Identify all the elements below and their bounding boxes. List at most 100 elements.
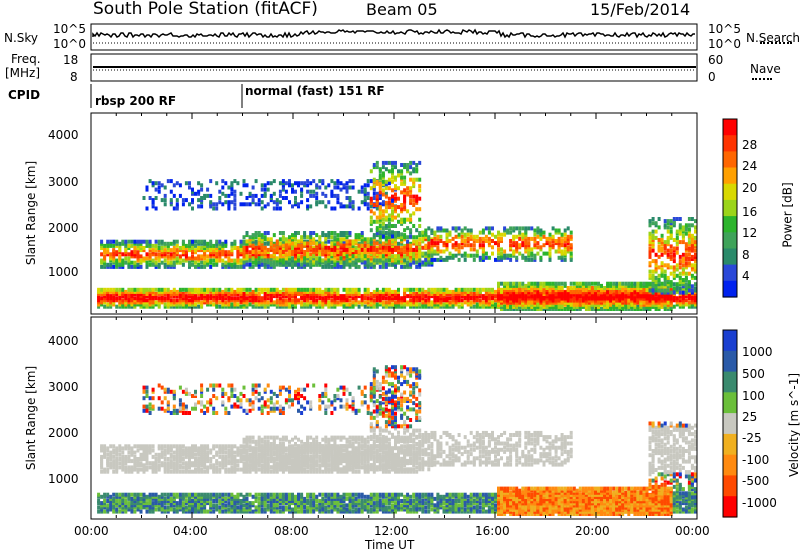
heatmap-cell bbox=[112, 492, 116, 497]
heatmap-cell bbox=[448, 251, 452, 256]
heatmap-cell bbox=[330, 191, 334, 196]
heatmap-cell bbox=[351, 256, 355, 261]
heatmap-cell bbox=[694, 296, 697, 301]
heatmap-cell bbox=[254, 296, 258, 301]
heatmap-cell bbox=[551, 290, 555, 295]
heatmap-cell bbox=[397, 304, 400, 309]
heatmap-cell bbox=[184, 300, 188, 305]
heatmap-cell bbox=[354, 289, 358, 294]
heatmap-cell bbox=[527, 290, 531, 295]
heatmap-cell bbox=[554, 292, 558, 297]
heatmap-cell bbox=[278, 254, 282, 259]
heatmap-cell bbox=[360, 296, 364, 301]
heatmap-cell bbox=[272, 256, 276, 261]
heatmap-cell bbox=[142, 302, 146, 307]
heatmap-cell bbox=[303, 258, 307, 263]
heatmap-cell bbox=[227, 287, 231, 292]
heatmap-cell bbox=[563, 307, 567, 311]
heatmap-cell bbox=[624, 307, 628, 311]
heatmap-cell bbox=[533, 296, 537, 301]
heatmap-cell bbox=[269, 262, 273, 267]
heatmap-cell bbox=[469, 294, 473, 299]
heatmap-cell bbox=[554, 228, 558, 233]
heatmap-cell bbox=[633, 281, 637, 286]
heatmap-cell bbox=[269, 264, 273, 269]
heatmap-cell bbox=[551, 302, 555, 307]
heatmap-cell bbox=[515, 257, 519, 262]
heatmap-cell bbox=[672, 265, 676, 270]
heatmap-cell bbox=[657, 246, 661, 251]
heatmap-cell bbox=[163, 258, 167, 263]
heatmap-cell bbox=[248, 241, 252, 246]
heatmap-cell bbox=[424, 234, 428, 239]
heatmap-cell bbox=[257, 300, 261, 305]
heatmap-cell bbox=[560, 294, 564, 299]
heatmap-cell bbox=[478, 298, 482, 303]
heatmap-cell bbox=[500, 304, 503, 309]
heatmap-cell bbox=[481, 300, 485, 305]
heatmap-cell bbox=[203, 250, 207, 255]
heatmap-cell bbox=[457, 296, 461, 301]
heatmap-cell bbox=[527, 236, 531, 241]
heatmap-cell bbox=[248, 250, 252, 255]
heatmap-cell bbox=[672, 290, 676, 295]
heatmap-cell bbox=[227, 202, 231, 207]
heatmap-cell bbox=[500, 298, 503, 303]
heatmap-cell bbox=[509, 296, 513, 301]
heatmap-cell bbox=[684, 261, 688, 266]
heatmap-cell bbox=[345, 247, 349, 252]
heatmap-cell bbox=[690, 267, 694, 272]
heatmap-cell bbox=[294, 237, 297, 242]
heatmap-cell bbox=[227, 206, 231, 211]
heatmap-cell bbox=[321, 292, 325, 296]
heatmap-cell bbox=[260, 296, 264, 301]
heatmap-cell bbox=[233, 304, 237, 309]
heatmap-cell bbox=[318, 289, 322, 294]
heatmap-cell bbox=[387, 235, 391, 240]
heatmap-cell bbox=[336, 185, 340, 190]
heatmap-cell bbox=[315, 183, 319, 188]
heatmap-cell bbox=[360, 233, 364, 238]
heatmap-cell bbox=[645, 296, 649, 301]
heatmap-cell bbox=[172, 246, 176, 250]
heatmap-cell bbox=[303, 243, 307, 248]
heatmap-cell bbox=[415, 260, 419, 265]
heatmap-cell bbox=[578, 288, 582, 293]
heatmap-cell bbox=[288, 241, 291, 246]
heatmap-cell bbox=[100, 260, 104, 265]
heatmap-cell bbox=[260, 187, 264, 192]
heatmap-cell bbox=[515, 300, 519, 305]
heatmap-cell bbox=[339, 302, 343, 307]
heatmap-cell bbox=[506, 290, 510, 295]
heatmap-cell bbox=[330, 193, 334, 198]
heatmap-cell bbox=[609, 281, 613, 286]
heatmap-cell bbox=[236, 254, 240, 259]
heatmap-cell bbox=[509, 226, 513, 231]
heatmap-cell bbox=[515, 226, 519, 231]
heatmap-cell bbox=[651, 229, 655, 234]
heatmap-cell bbox=[224, 302, 228, 307]
heatmap-cell bbox=[203, 256, 207, 261]
heatmap-cell bbox=[315, 260, 319, 265]
heatmap-cell bbox=[333, 181, 337, 186]
heatmap-cell bbox=[209, 289, 213, 294]
heatmap-cell bbox=[294, 304, 297, 309]
heatmap-cell bbox=[236, 258, 240, 263]
heatmap-cell bbox=[445, 304, 449, 309]
heatmap-cell bbox=[209, 200, 213, 205]
heatmap-cell bbox=[418, 294, 422, 299]
heatmap-cell bbox=[690, 298, 694, 303]
heatmap-cell bbox=[694, 252, 697, 257]
heatmap-cell bbox=[260, 250, 264, 254]
heatmap-cell bbox=[151, 302, 155, 307]
heatmap-cell bbox=[512, 281, 516, 286]
heatmap-cell bbox=[345, 231, 349, 235]
heatmap-cell bbox=[103, 444, 107, 449]
heatmap-cell bbox=[639, 298, 643, 303]
heatmap-cell bbox=[406, 190, 410, 195]
heatmap-cell bbox=[106, 264, 110, 269]
heatmap-cell bbox=[387, 241, 391, 246]
heatmap-cell bbox=[372, 294, 376, 299]
heatmap-cell bbox=[215, 243, 219, 248]
heatmap-cell bbox=[127, 258, 131, 263]
